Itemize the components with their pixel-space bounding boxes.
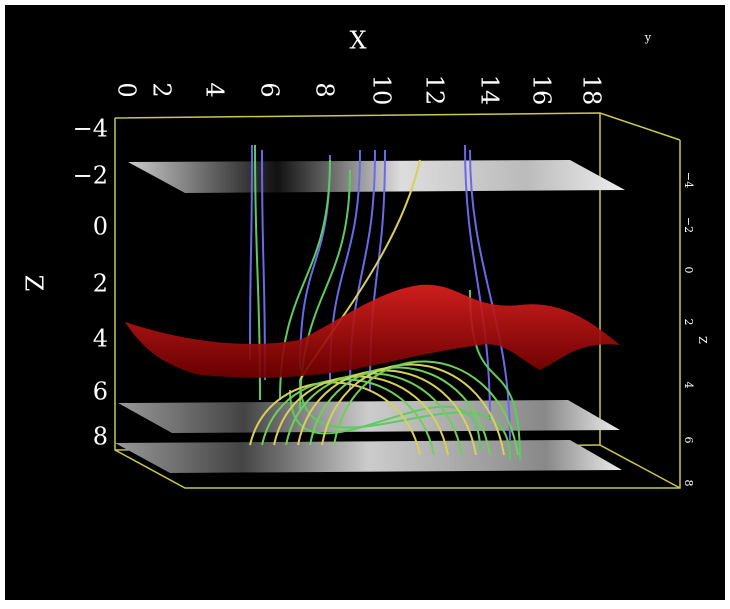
top-plane: [128, 160, 625, 193]
z-right-tick-label: 6: [682, 437, 695, 444]
x-tick-label: 12: [421, 75, 449, 106]
z-tick-label: 8: [93, 423, 108, 451]
z-tick-label: −2: [73, 162, 108, 190]
x-tick-label: 18: [578, 75, 606, 106]
z-right-tick-label: 2: [682, 319, 695, 326]
x-tick-label: 2: [148, 82, 176, 97]
x-axis-title: X: [349, 27, 366, 55]
z-right-tick-label: −4: [682, 172, 695, 188]
z-tick-label: 0: [93, 213, 108, 241]
z-right-tick-label: 0: [682, 267, 695, 274]
bottom-plane: [115, 440, 622, 473]
x-tick-label: 16: [528, 75, 556, 106]
z-tick-label: 2: [93, 270, 108, 298]
x-tick-label: 0: [113, 82, 141, 97]
x-tick-label: 4: [201, 82, 229, 97]
z-right-tick-label: 4: [682, 382, 695, 389]
z-tick-label: 4: [93, 325, 108, 353]
z-right-tick-label: 8: [682, 480, 695, 487]
x-tick-label: 8: [311, 82, 339, 97]
y-axis-title: y: [644, 31, 652, 44]
z-tick-label: −4: [73, 115, 108, 143]
z-axis-title: Z: [20, 275, 48, 292]
visualization: 024681012141618X−4−202468Z−4−202468Zy: [0, 0, 730, 609]
x-tick-label: 10: [368, 75, 396, 106]
z-right-axis-title: Z: [696, 336, 709, 344]
z-tick-label: 6: [93, 378, 108, 406]
middle-plane: [118, 400, 620, 433]
x-tick-label: 6: [256, 82, 284, 97]
z-right-tick-label: −2: [682, 217, 695, 233]
x-tick-label: 14: [476, 75, 504, 106]
